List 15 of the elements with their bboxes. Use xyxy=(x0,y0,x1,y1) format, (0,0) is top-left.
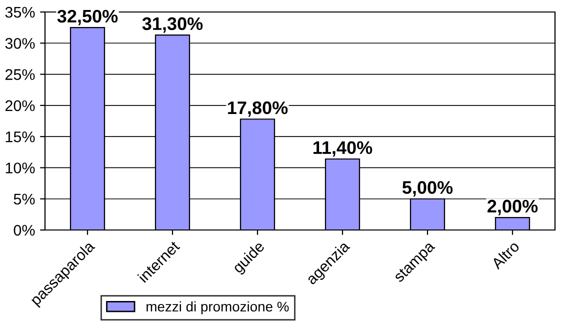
data-label: 17,80% xyxy=(228,101,288,117)
data-label: 32,50% xyxy=(57,10,118,26)
y-tick-label: 30% xyxy=(5,38,35,49)
y-tick-label: 25% xyxy=(5,69,35,80)
legend-label: mezzi di promozione % xyxy=(146,301,289,314)
data-label: 5,00% xyxy=(402,181,453,197)
data-label: 11,40% xyxy=(314,141,372,157)
y-tick-label: 10% xyxy=(6,162,35,174)
y-tick-label: 20% xyxy=(5,100,35,112)
y-tick-label: 0% xyxy=(14,224,35,236)
data-label: 2,00% xyxy=(488,200,538,216)
data-label: 31,30% xyxy=(142,17,203,33)
y-tick-label: 15% xyxy=(6,132,35,142)
y-tick-label: 5% xyxy=(14,194,35,205)
y-tick-label: 35% xyxy=(5,6,35,18)
